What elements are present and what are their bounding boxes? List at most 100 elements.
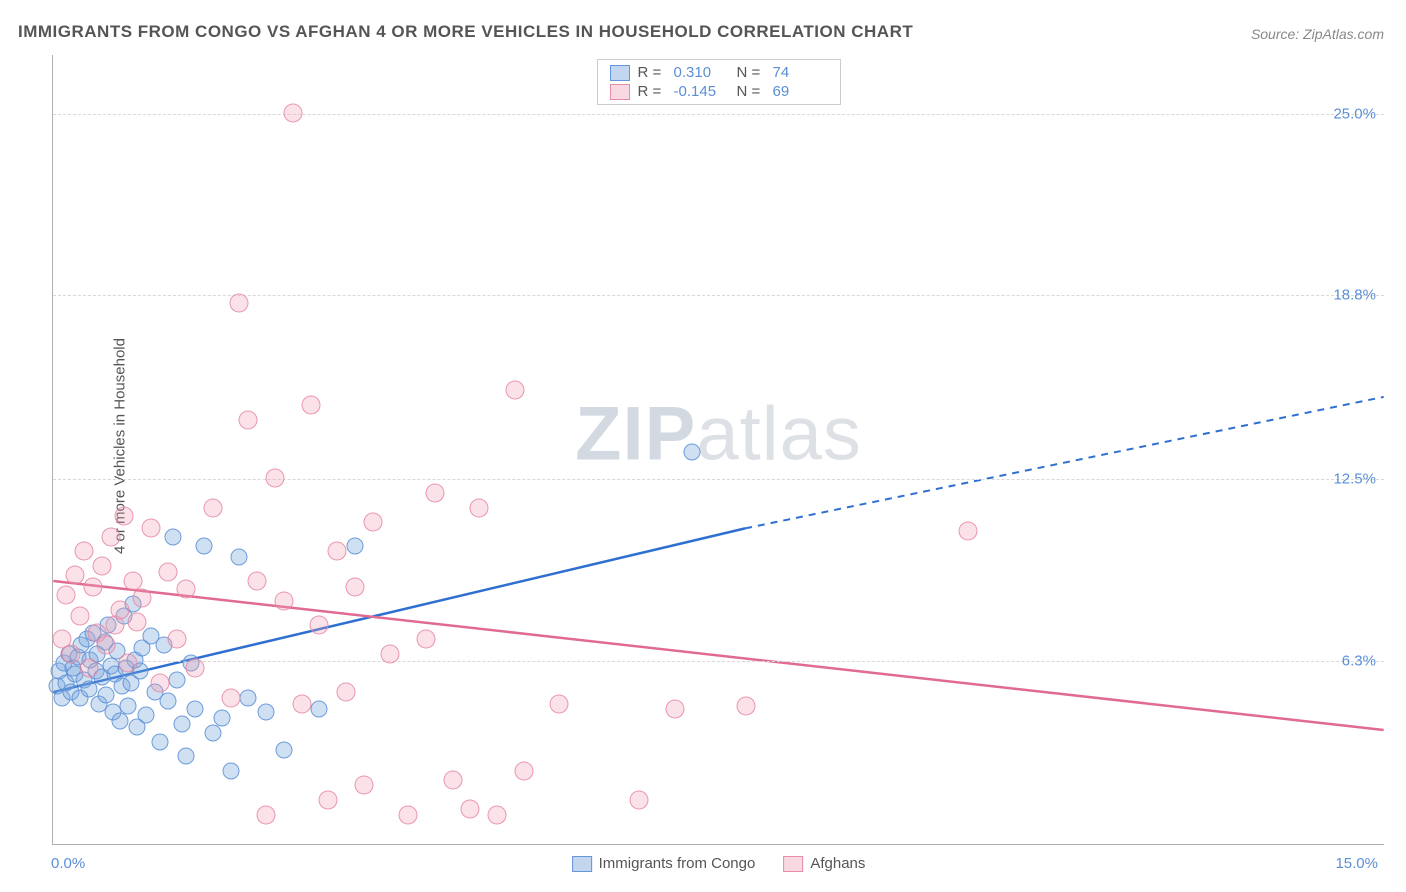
scatter-point [461,799,480,818]
scatter-point [120,698,137,715]
swatch-blue [610,65,630,81]
scatter-point [128,612,147,631]
scatter-point [195,537,212,554]
scatter-point [101,527,120,546]
scatter-point [274,592,293,611]
scatter-point [80,680,97,697]
scatter-point [230,293,249,312]
y-tick-label: 6.3% [1342,652,1376,669]
x-tick-label: 0.0% [51,855,85,872]
gridline [53,114,1384,115]
scatter-point [248,571,267,590]
scatter-point [425,483,444,502]
scatter-point [301,396,320,415]
scatter-point [110,600,129,619]
scatter-point [328,542,347,561]
swatch-blue [572,856,592,872]
x-tick-label: 15.0% [1335,855,1378,872]
scatter-point [354,776,373,795]
scatter-point [399,805,418,824]
scatter-point [177,580,196,599]
scatter-point [178,748,195,765]
scatter-point [83,577,102,596]
scatter-point [240,689,257,706]
legend-series: Immigrants from Congo Afghans [572,855,866,872]
legend-item-congo: Immigrants from Congo [572,855,756,872]
scatter-point [550,694,569,713]
scatter-point [266,469,285,488]
scatter-point [203,498,222,517]
scatter-point [79,659,98,678]
scatter-point [204,724,221,741]
scatter-point [258,704,275,721]
scatter-point [97,636,116,655]
scatter-point [337,682,356,701]
scatter-point [187,701,204,718]
gridline [53,661,1384,662]
scatter-point [115,507,134,526]
legend-correlation: R = 0.310 N = 74 R = -0.145 N = 69 [597,59,841,105]
scatter-point [123,571,142,590]
y-tick-label: 18.8% [1333,286,1376,303]
scatter-point [213,710,230,727]
chart-title: IMMIGRANTS FROM CONGO VS AFGHAN 4 OR MOR… [18,22,913,42]
scatter-point [186,659,205,678]
scatter-point [239,410,258,429]
scatter-point [381,644,400,663]
scatter-point [736,697,755,716]
scatter-point [119,653,138,672]
plot-area: ZIPatlas R = 0.310 N = 74 R = -0.145 N =… [52,55,1384,845]
scatter-point [630,791,649,810]
scatter-point [275,742,292,759]
scatter-point [345,577,364,596]
legend-row-blue: R = 0.310 N = 74 [610,63,828,82]
scatter-point [443,770,462,789]
scatter-point [363,513,382,532]
scatter-point [70,606,89,625]
scatter-point [346,537,363,554]
scatter-point [173,716,190,733]
scatter-point [151,733,168,750]
scatter-point [416,630,435,649]
scatter-point [98,686,115,703]
scatter-point [221,688,240,707]
scatter-point [505,381,524,400]
scatter-point [75,542,94,561]
scatter-point [159,562,178,581]
scatter-point [514,761,533,780]
gridline [53,295,1384,296]
scatter-point [319,791,338,810]
scatter-point [66,565,85,584]
scatter-point [257,805,276,824]
scatter-point [283,103,302,122]
trend-lines [53,55,1384,844]
scatter-point [488,805,507,824]
scatter-point [168,630,187,649]
legend-item-afghans: Afghans [783,855,865,872]
scatter-point [141,519,160,538]
scatter-point [138,707,155,724]
scatter-point [470,498,489,517]
swatch-pink [610,84,630,100]
scatter-point [169,672,186,689]
scatter-point [57,586,76,605]
scatter-point [958,521,977,540]
legend-row-pink: R = -0.145 N = 69 [610,82,828,101]
scatter-point [231,549,248,566]
scatter-point [160,692,177,709]
scatter-point [164,528,181,545]
scatter-point [150,674,169,693]
scatter-point [684,443,701,460]
watermark: ZIPatlas [575,390,862,477]
swatch-pink [783,856,803,872]
scatter-point [111,713,128,730]
correlation-chart: IMMIGRANTS FROM CONGO VS AFGHAN 4 OR MOR… [0,0,1406,892]
chart-source: Source: ZipAtlas.com [1251,26,1384,42]
scatter-point [222,762,239,779]
scatter-point [311,701,328,718]
scatter-point [92,557,111,576]
gridline [53,479,1384,480]
scatter-point [132,589,151,608]
y-tick-label: 12.5% [1333,471,1376,488]
scatter-point [61,644,80,663]
